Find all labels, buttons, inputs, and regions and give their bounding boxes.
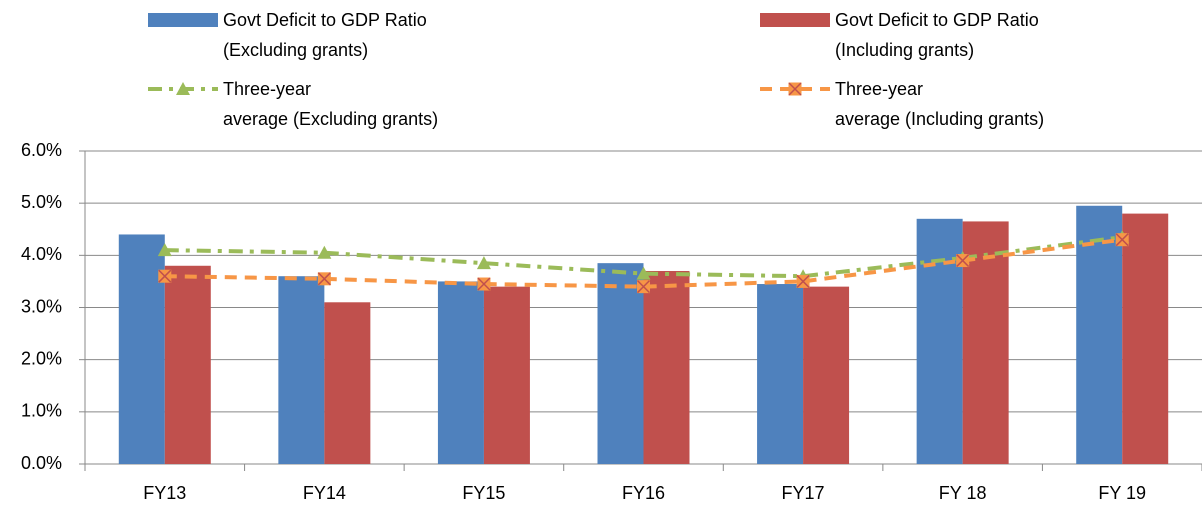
marker-cross bbox=[477, 277, 491, 291]
bar bbox=[1122, 213, 1169, 464]
bar bbox=[483, 286, 530, 464]
legend-label: Govt Deficit to GDP Ratio (Including gra… bbox=[835, 10, 1039, 60]
legend-marker bbox=[788, 82, 802, 96]
line-marker bbox=[158, 269, 172, 283]
y-tick-label: 0.0% bbox=[21, 453, 62, 473]
legend-swatch bbox=[760, 13, 830, 27]
x-tick-label: FY15 bbox=[462, 483, 505, 503]
y-tick-label: 3.0% bbox=[21, 296, 62, 316]
bar bbox=[916, 218, 963, 464]
x-tick-label: FY 19 bbox=[1098, 483, 1146, 503]
bar bbox=[324, 302, 371, 464]
x-tick-label: FY14 bbox=[303, 483, 346, 503]
bar bbox=[803, 286, 850, 464]
line-marker bbox=[317, 272, 331, 286]
bar bbox=[643, 270, 690, 464]
y-tick-label: 6.0% bbox=[21, 140, 62, 160]
line-marker bbox=[636, 280, 651, 294]
line-marker bbox=[476, 256, 491, 270]
legend-label: Three-year average (Excluding grants) bbox=[223, 79, 439, 129]
line-marker bbox=[956, 254, 970, 268]
marker-cross bbox=[788, 82, 802, 96]
x-tick-label: FY13 bbox=[143, 483, 186, 503]
bar bbox=[164, 265, 211, 464]
bar bbox=[962, 221, 1009, 464]
marker-cross bbox=[636, 280, 651, 294]
line-marker bbox=[477, 277, 491, 291]
legend-swatch bbox=[148, 13, 218, 27]
x-tick-label: FY 18 bbox=[939, 483, 987, 503]
y-tick-label: 4.0% bbox=[21, 244, 62, 264]
marker-cross bbox=[1115, 233, 1129, 247]
bar bbox=[118, 234, 165, 464]
marker-cross bbox=[956, 254, 970, 268]
legend-marker bbox=[176, 82, 190, 95]
bar bbox=[1076, 205, 1123, 464]
line-marker bbox=[317, 245, 332, 259]
marker-cross bbox=[317, 272, 331, 286]
legend-label: Govt Deficit to GDP Ratio (Excluding gra… bbox=[223, 10, 427, 60]
y-tick-label: 2.0% bbox=[21, 348, 62, 368]
marker-cross bbox=[796, 274, 810, 288]
marker-cross bbox=[158, 269, 172, 283]
y-tick-label: 1.0% bbox=[21, 401, 62, 421]
legend-label: Three-year average (Including grants) bbox=[835, 79, 1045, 129]
x-tick-label: FY16 bbox=[622, 483, 665, 503]
line-marker bbox=[157, 243, 172, 257]
bar bbox=[437, 281, 484, 464]
bar bbox=[597, 263, 644, 464]
bar bbox=[757, 284, 804, 464]
line-marker bbox=[1115, 233, 1129, 247]
y-tick-label: 5.0% bbox=[21, 192, 62, 212]
line-marker bbox=[796, 274, 810, 288]
line-marker bbox=[636, 266, 651, 280]
bar bbox=[278, 276, 325, 464]
x-tick-label: FY17 bbox=[782, 483, 825, 503]
